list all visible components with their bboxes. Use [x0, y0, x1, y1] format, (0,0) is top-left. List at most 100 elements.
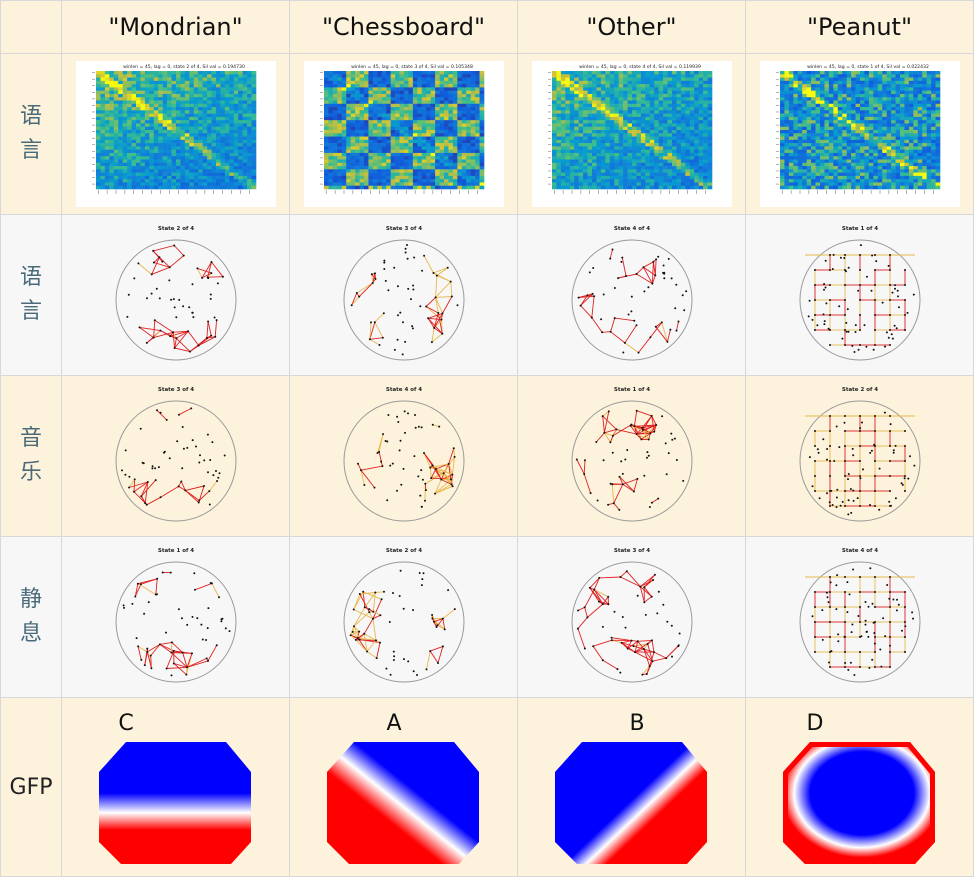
network-edges	[576, 570, 679, 676]
matrix-title: winlen = 45, lag = 0, state 1 of 4, Sil …	[807, 64, 929, 70]
head-outline	[799, 400, 920, 522]
network-edges	[349, 591, 455, 670]
header-other-label: "Other"	[586, 13, 677, 41]
head-outline	[343, 561, 464, 683]
matrix-cell-2: winlen = 45, lag = 0, state 3 of 4, Sil …	[289, 53, 518, 215]
head-network-image: State 1 of 4	[799, 226, 920, 361]
network-edges	[577, 249, 679, 353]
row-label-char-2: 乐	[19, 460, 42, 485]
network-cell: State 1 of 4	[517, 375, 746, 537]
network-title: State 2 of 4	[841, 387, 877, 393]
connectivity-matrix-image: winlen = 45, lag = 0, state 3 of 4, Sil …	[303, 61, 504, 207]
network-cell: State 4 of 4	[289, 375, 518, 537]
electrode-dots	[122, 571, 230, 677]
network-edges	[357, 424, 455, 501]
electrode-dots	[577, 248, 687, 354]
network-title: State 1 of 4	[613, 387, 649, 393]
network-title: State 3 of 4	[613, 548, 649, 554]
gfp-cell: B	[517, 697, 746, 877]
network-cell: State 1 of 4	[745, 214, 974, 376]
gfp-cell: D	[745, 697, 974, 877]
head-network-image: State 2 of 4	[115, 226, 236, 361]
header-mondrian: "Mondrian"	[61, 0, 290, 54]
electrode-dots	[349, 569, 456, 676]
header-peanut: "Peanut"	[745, 0, 974, 54]
head-outline	[571, 400, 692, 522]
microstate-map-image: D	[782, 711, 935, 864]
microstate-letter: B	[629, 711, 644, 736]
network-title: State 3 of 4	[385, 226, 421, 232]
microstate-letter: D	[806, 711, 823, 736]
topo-map	[782, 742, 935, 864]
network-edges	[137, 245, 223, 353]
head-outline	[115, 400, 236, 522]
network-title: State 2 of 4	[385, 548, 421, 554]
header-chessboard: "Chessboard"	[289, 0, 518, 54]
network-title: State 4 of 4	[841, 548, 877, 554]
network-cell: State 4 of 4	[517, 214, 746, 376]
head-network-image: State 2 of 4	[799, 387, 920, 522]
network-edges	[128, 408, 217, 506]
network-cell: State 1 of 4	[61, 536, 290, 698]
network-cell: State 3 of 4	[289, 214, 518, 376]
connectivity-matrix-image: winlen = 45, lag = 0, state 1 of 4, Sil …	[759, 61, 960, 207]
microstate-letter: A	[386, 711, 401, 736]
network-title: State 4 of 4	[613, 226, 649, 232]
head-outline	[115, 239, 236, 361]
row-label-char-1: 语	[19, 104, 42, 129]
network-edges	[575, 410, 658, 511]
row-label-music: 音乐	[0, 375, 62, 537]
connectivity-matrix-image: winlen = 45, lag = 0, state 4 of 4, Sil …	[531, 61, 732, 207]
network-cell: State 4 of 4	[745, 536, 974, 698]
matrix-title: winlen = 45, lag = 0, state 4 of 4, Sil …	[579, 64, 701, 70]
network-cell: State 3 of 4	[61, 375, 290, 537]
head-outline	[799, 239, 920, 361]
gfp-row: GFP C A B D	[0, 697, 974, 877]
network-title: State 4 of 4	[385, 387, 421, 393]
network-edges	[350, 255, 452, 346]
head-outline	[571, 239, 692, 361]
electrode-dots	[807, 244, 915, 353]
header-row: "Mondrian" "Chessboard" "Other" "Peanut"	[0, 0, 974, 54]
matrix-row: 语言 winlen = 45, lag = 0, state 2 of 4, S…	[0, 53, 974, 215]
gfp-cell: A	[289, 697, 518, 877]
microstate-map-image: C	[98, 711, 251, 864]
electrode-dots	[356, 410, 456, 508]
matrix-title: winlen = 45, lag = 0, state 3 of 4, Sil …	[351, 64, 473, 70]
header-peanut-label: "Peanut"	[807, 13, 912, 41]
topo-map	[554, 742, 707, 864]
connectivity-matrix-image: winlen = 45, lag = 0, state 2 of 4, Sil …	[75, 61, 276, 207]
electrode-dots	[125, 244, 224, 353]
head-network-image: State 4 of 4	[571, 226, 692, 361]
electrode-dots	[811, 567, 914, 676]
language-network-row: 语言 State 2 of 4 State 3 of 4 State 4 of …	[0, 214, 974, 376]
gfp-label: GFP	[9, 774, 53, 800]
music-network-row: 音乐 State 3 of 4 State 4 of 4 State 1 of …	[0, 375, 974, 537]
row-label-language-a: 语言	[0, 53, 62, 215]
microstate-map-image: B	[554, 711, 707, 864]
network-title: State 1 of 4	[841, 226, 877, 232]
network-cell: State 2 of 4	[61, 214, 290, 376]
head-network-image: State 4 of 4	[343, 387, 464, 522]
row-label-char-1: 语	[19, 265, 42, 290]
matrix-grid	[551, 71, 712, 190]
head-outline	[343, 239, 464, 361]
row-label-char-2: 息	[19, 621, 42, 646]
network-cell: State 2 of 4	[289, 536, 518, 698]
network-edges	[804, 576, 915, 668]
topo-map	[98, 742, 251, 864]
row-label-char-2: 言	[19, 138, 42, 163]
electrode-dots	[120, 407, 226, 506]
head-outline	[571, 561, 692, 683]
network-title: State 3 of 4	[157, 387, 193, 393]
head-network-image: State 1 of 4	[115, 548, 236, 683]
network-cell: State 3 of 4	[517, 536, 746, 698]
head-network-image: State 2 of 4	[343, 548, 464, 683]
network-title: State 1 of 4	[157, 548, 193, 554]
row-label-char-1: 静	[19, 587, 42, 612]
topo-map	[326, 742, 479, 864]
head-outline	[343, 400, 464, 522]
header-other: "Other"	[517, 0, 746, 54]
matrix-cell-1: winlen = 45, lag = 0, state 2 of 4, Sil …	[61, 53, 290, 215]
